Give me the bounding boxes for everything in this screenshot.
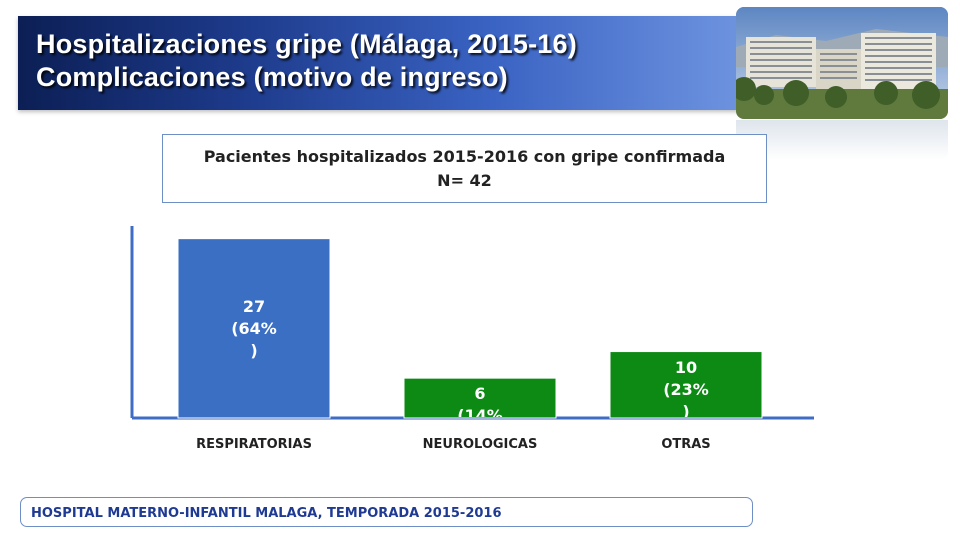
bar-neurologicas xyxy=(403,377,557,419)
bar-data-label-line: (23% xyxy=(663,379,709,399)
chart-caption-line1: Pacientes hospitalizados 2015-2016 con g… xyxy=(203,147,726,166)
bar-respiratorias xyxy=(177,238,331,419)
page-subtitle: Complicaciones (motivo de ingreso) xyxy=(36,62,508,92)
hospital-building-image xyxy=(736,7,948,119)
bar-chart-svg xyxy=(130,226,814,420)
bar-data-label: 10 (23%) xyxy=(610,353,762,417)
bar-data-label-line: 10 xyxy=(674,357,698,377)
bar-data-label-line: (14% xyxy=(457,406,503,417)
footer-box: HOSPITAL MATERNO-INFANTIL MALAGA, TEMPOR… xyxy=(20,497,753,527)
bar-otras xyxy=(609,351,763,419)
footer-text: HOSPITAL MATERNO-INFANTIL MALAGA, TEMPOR… xyxy=(31,506,502,521)
category-label: RESPIRATORIAS xyxy=(196,437,312,452)
category-label: OTRAS xyxy=(661,437,711,452)
bar-data-label-line: ) xyxy=(682,401,690,417)
bar-data-label-line: 6 xyxy=(474,384,486,404)
bar-chart: 27(64%) RESPIRATORIAS 6 (14%) NEUROLOGICAS 10… xyxy=(120,218,820,463)
page-title: Hospitalizaciones gripe (Málaga, 2015-16… xyxy=(36,29,577,59)
title-banner: Hospitalizaciones gripe (Málaga, 2015-16… xyxy=(18,16,748,110)
category-label: NEUROLOGICAS xyxy=(422,437,538,452)
bar-data-label-line: 27 xyxy=(242,297,266,317)
bar-data-label: 6(14%) xyxy=(404,379,556,417)
bar-data-label-line: (64% xyxy=(231,319,277,339)
bar-data-label: 27 (64%) xyxy=(178,240,330,417)
chart-caption-box: Pacientes hospitalizados 2015-2016 con g… xyxy=(162,134,767,203)
hospital-photo xyxy=(736,7,948,119)
bar-data-label-line: ) xyxy=(250,341,258,361)
chart-caption-line2: N= 42 xyxy=(437,171,492,190)
photo-reflection xyxy=(736,120,948,160)
